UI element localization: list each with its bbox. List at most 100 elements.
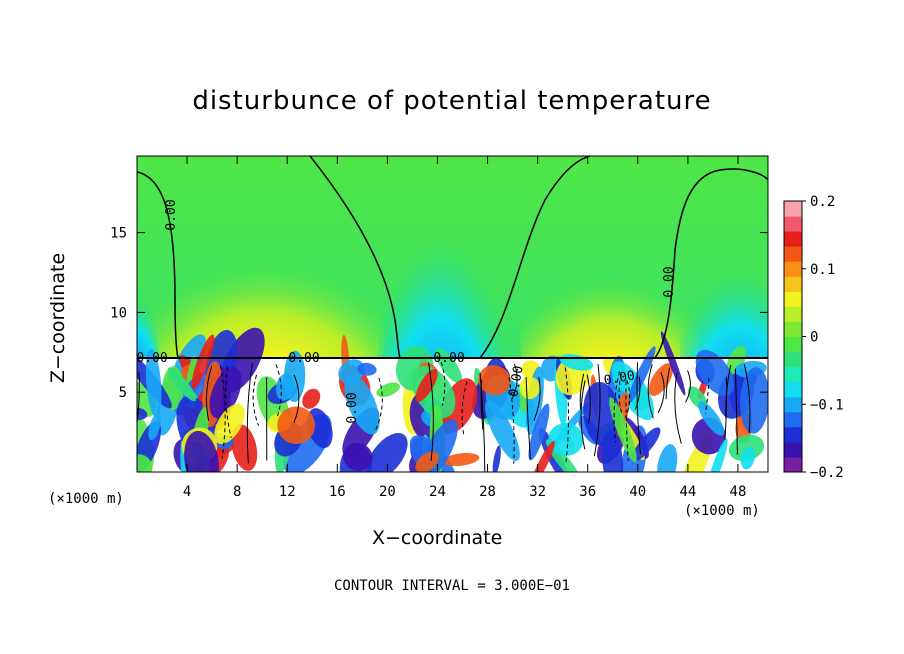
lower-contour-line	[593, 364, 601, 457]
colorbar-swatch	[784, 411, 802, 428]
lower-contour-line	[580, 380, 586, 450]
colorbar-swatch	[784, 321, 802, 337]
x-axis-label: X−coordinate	[372, 527, 503, 549]
turbulence-blob	[191, 334, 215, 390]
colorbar-swatch	[784, 396, 802, 413]
turbulence-blob	[707, 438, 728, 472]
colorbar-label: 0.1	[810, 262, 835, 278]
colorbar-swatch	[784, 291, 802, 307]
contour-label: 0.00	[136, 351, 167, 366]
lower-contour-line	[225, 366, 232, 438]
x-tick-label: 44	[679, 484, 696, 500]
contour-interval-note: CONTOUR INTERVAL = 3.000E−01	[333, 578, 570, 594]
lower-contour-line	[293, 374, 300, 424]
contour-labels: 0.00 0.00 0.00 0.00 0.00 0.00 0.00 0.00	[136, 199, 677, 423]
turbulence-blob	[548, 422, 584, 456]
colorbar-swatch	[784, 201, 802, 217]
heatmap-field	[137, 156, 768, 472]
lower-contour-line	[246, 362, 253, 464]
colorbar-swatch	[784, 276, 802, 292]
lower-contour-line	[685, 370, 691, 403]
lower-contour-line	[219, 365, 226, 459]
colorbar-swatch	[784, 366, 802, 383]
y-tick-label: 15	[110, 226, 127, 242]
colorbar-swatch	[784, 351, 802, 368]
lower-contour-line	[564, 367, 570, 462]
turbulence-blob	[492, 445, 501, 472]
lower-contour-line	[665, 367, 671, 400]
lower-contour-line	[533, 376, 541, 421]
lower-contour-line	[525, 376, 531, 460]
lower-contour-line	[479, 373, 486, 472]
turbulence-blob	[660, 331, 686, 396]
turbulence-blob	[484, 400, 520, 461]
turbulence-blob	[145, 348, 162, 419]
turbulence-blob	[695, 349, 734, 396]
turbulence-blob	[740, 367, 768, 434]
lower-contour-line	[579, 373, 585, 410]
x-unit-right: (×1000 m)	[684, 503, 760, 519]
colorbar-label: −0.1	[810, 397, 844, 413]
colorbar-swatch	[784, 381, 802, 398]
lower-contour-line	[625, 380, 631, 418]
colorbar-label: 0.2	[810, 194, 835, 210]
turbulence-blob	[214, 403, 245, 445]
colorbar-swatch	[784, 261, 802, 277]
x-tick-label: 36	[579, 484, 596, 500]
x-tick-label: 4	[183, 484, 191, 500]
lower-contour-line	[205, 365, 213, 421]
zero-contour-1	[137, 171, 179, 359]
lower-contour-line	[734, 368, 738, 455]
lower-contour-line	[704, 377, 710, 414]
turbulence-blob	[137, 454, 153, 472]
turbulence-blob	[442, 452, 480, 467]
turbulence-blob	[344, 374, 380, 435]
lower-contour-line	[625, 381, 629, 461]
lower-contour-line	[743, 363, 751, 433]
turbulence-blob	[231, 424, 258, 471]
lower-contour-line	[586, 374, 591, 424]
contour-label: 0.00	[603, 368, 636, 388]
x-tick-label: 8	[233, 484, 241, 500]
colorbar: 0.2 0.1 0 −0.1 −0.2	[783, 194, 844, 481]
turbulence-blob	[609, 397, 637, 463]
turbulence-blob	[528, 403, 550, 461]
turbulence-blob	[698, 401, 725, 436]
lower-contour-line	[511, 363, 518, 400]
x-tick-label: 48	[730, 484, 747, 500]
x-tick-label: 32	[529, 484, 546, 500]
turbulence-blob	[657, 444, 678, 472]
turbulence-blob	[302, 388, 321, 409]
colorbar-swatch	[784, 426, 802, 443]
contour-label: 0.00	[433, 351, 464, 366]
lower-contour-line	[613, 371, 621, 443]
turbulence-blob	[366, 433, 408, 472]
zero-contour-4	[654, 168, 768, 359]
lower-contour-line	[618, 373, 623, 415]
contour-label: 0.00	[506, 365, 526, 398]
x-tick-label: 40	[629, 484, 646, 500]
contour-label: 0.00	[345, 392, 360, 423]
turbulence-blob	[415, 451, 439, 472]
lower-contour-line	[657, 371, 665, 413]
turbulence-blob	[627, 346, 656, 404]
contour-label: 0.00	[288, 351, 319, 366]
colorbar-swatch	[784, 216, 802, 232]
lower-contour-line	[636, 362, 642, 455]
x-tick-label: 28	[479, 484, 496, 500]
chart-title: disturbunce of potential temperature	[192, 86, 712, 116]
contour-label: 0.00	[662, 266, 677, 297]
turbulence-blob	[478, 365, 511, 396]
turbulence-blob	[631, 427, 661, 462]
turbulence-blob	[357, 362, 377, 376]
turbulence-blob	[277, 406, 316, 445]
x-tick-label: 24	[429, 484, 446, 500]
lower-contour-line	[440, 362, 446, 406]
lower-layer-blobs	[137, 327, 768, 472]
zero-contour-3	[479, 156, 591, 359]
lower-contour-line	[428, 362, 434, 461]
x-tick-label: 20	[379, 484, 396, 500]
x-tick-label: 16	[329, 484, 346, 500]
